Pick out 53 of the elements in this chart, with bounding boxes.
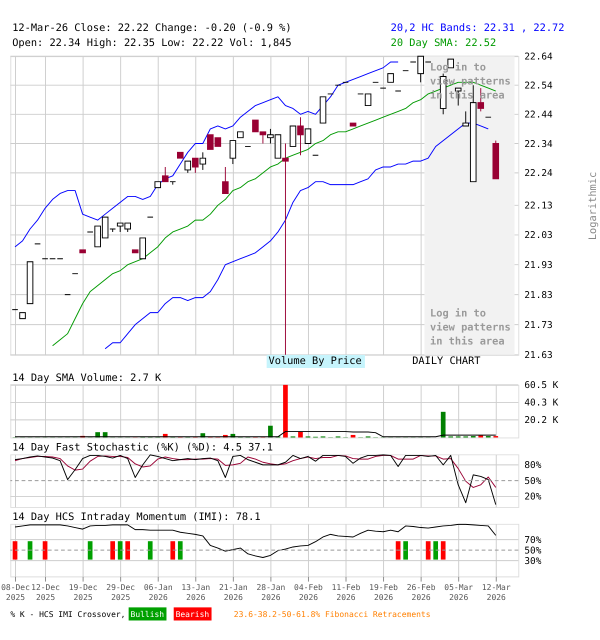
- y-tick-label: 22.64: [524, 52, 553, 63]
- y-tick-label: 60.5 K: [524, 380, 559, 392]
- y-tick-label: 40.3 K: [524, 398, 559, 409]
- bar: [102, 432, 108, 438]
- y-tick-label: 22.44: [524, 110, 553, 121]
- chart-title: 12-Mar-26 Close: 22.22 Change: -0.20 (-0.9 %): [12, 22, 292, 34]
- candlestick: [230, 140, 236, 165]
- text: DAILY CHART: [412, 355, 481, 368]
- line-series: [14, 454, 496, 488]
- candlestick: [304, 128, 312, 144]
- line-series: [14, 454, 496, 506]
- y-tick-label: 21.63: [524, 350, 553, 362]
- text: 20,2 HC Bands: 22.31 , 22.72: [390, 22, 564, 34]
- bar: [95, 432, 100, 438]
- y-tick-label: 21.73: [524, 320, 553, 331]
- chart-subtitle: Open: 22.34 High: 22.35 Low: 22.22 Vol: 1,845: [12, 36, 292, 49]
- y-tick-label: 20.2 K: [524, 415, 559, 426]
- candlestick: [184, 160, 192, 174]
- candlestick: [139, 237, 146, 260]
- y-tick-label: 20%: [524, 492, 542, 503]
- y-tick-label: 21.93: [524, 260, 553, 271]
- y-tick-label: 80%: [524, 460, 542, 472]
- candlestick: [222, 166, 229, 194]
- y-tick-label: 22.03: [524, 230, 553, 242]
- y-tick-label: 21.83: [524, 290, 553, 301]
- chart-title: 14 Day Fast Stochastic (%K) (%D): 4.5 37.1: [12, 442, 273, 454]
- text: Volume By Price: [268, 355, 362, 368]
- y-tick-label: 22.24: [524, 168, 553, 180]
- candlestick: [192, 158, 199, 174]
- y-tick-label: 22.34: [524, 138, 553, 150]
- candlestick: [282, 143, 289, 356]
- y-tick-label: 70%: [524, 534, 542, 546]
- annotation: Log in to view patterns in this area: [430, 307, 511, 348]
- line-series: [14, 524, 496, 558]
- y-tick-label: 50%: [524, 476, 542, 487]
- chart-title: 14 Day SMA Volume: 2.7 K: [12, 372, 162, 384]
- bar: [350, 434, 356, 438]
- bar: [268, 426, 273, 438]
- chart-title: 14 Day HCS Intraday Momentum (IMI): 78.1: [12, 511, 261, 524]
- bar: [283, 384, 288, 438]
- text: 20 Day SMA: 22.52: [390, 36, 496, 49]
- candlestick: [200, 152, 206, 170]
- y-tick-label: 50%: [524, 545, 542, 556]
- candlestick: [290, 126, 296, 147]
- candlestick: [297, 116, 304, 156]
- bar: [298, 432, 303, 438]
- candlestick: [162, 166, 169, 182]
- y-tick-label: 30%: [524, 556, 542, 567]
- bar: [440, 412, 446, 438]
- y-axis-title: Logarithmic: [586, 172, 599, 240]
- line-series: [14, 62, 399, 248]
- y-tick-label: 22.54: [524, 80, 553, 92]
- y-tick-label: 22.13: [524, 200, 553, 212]
